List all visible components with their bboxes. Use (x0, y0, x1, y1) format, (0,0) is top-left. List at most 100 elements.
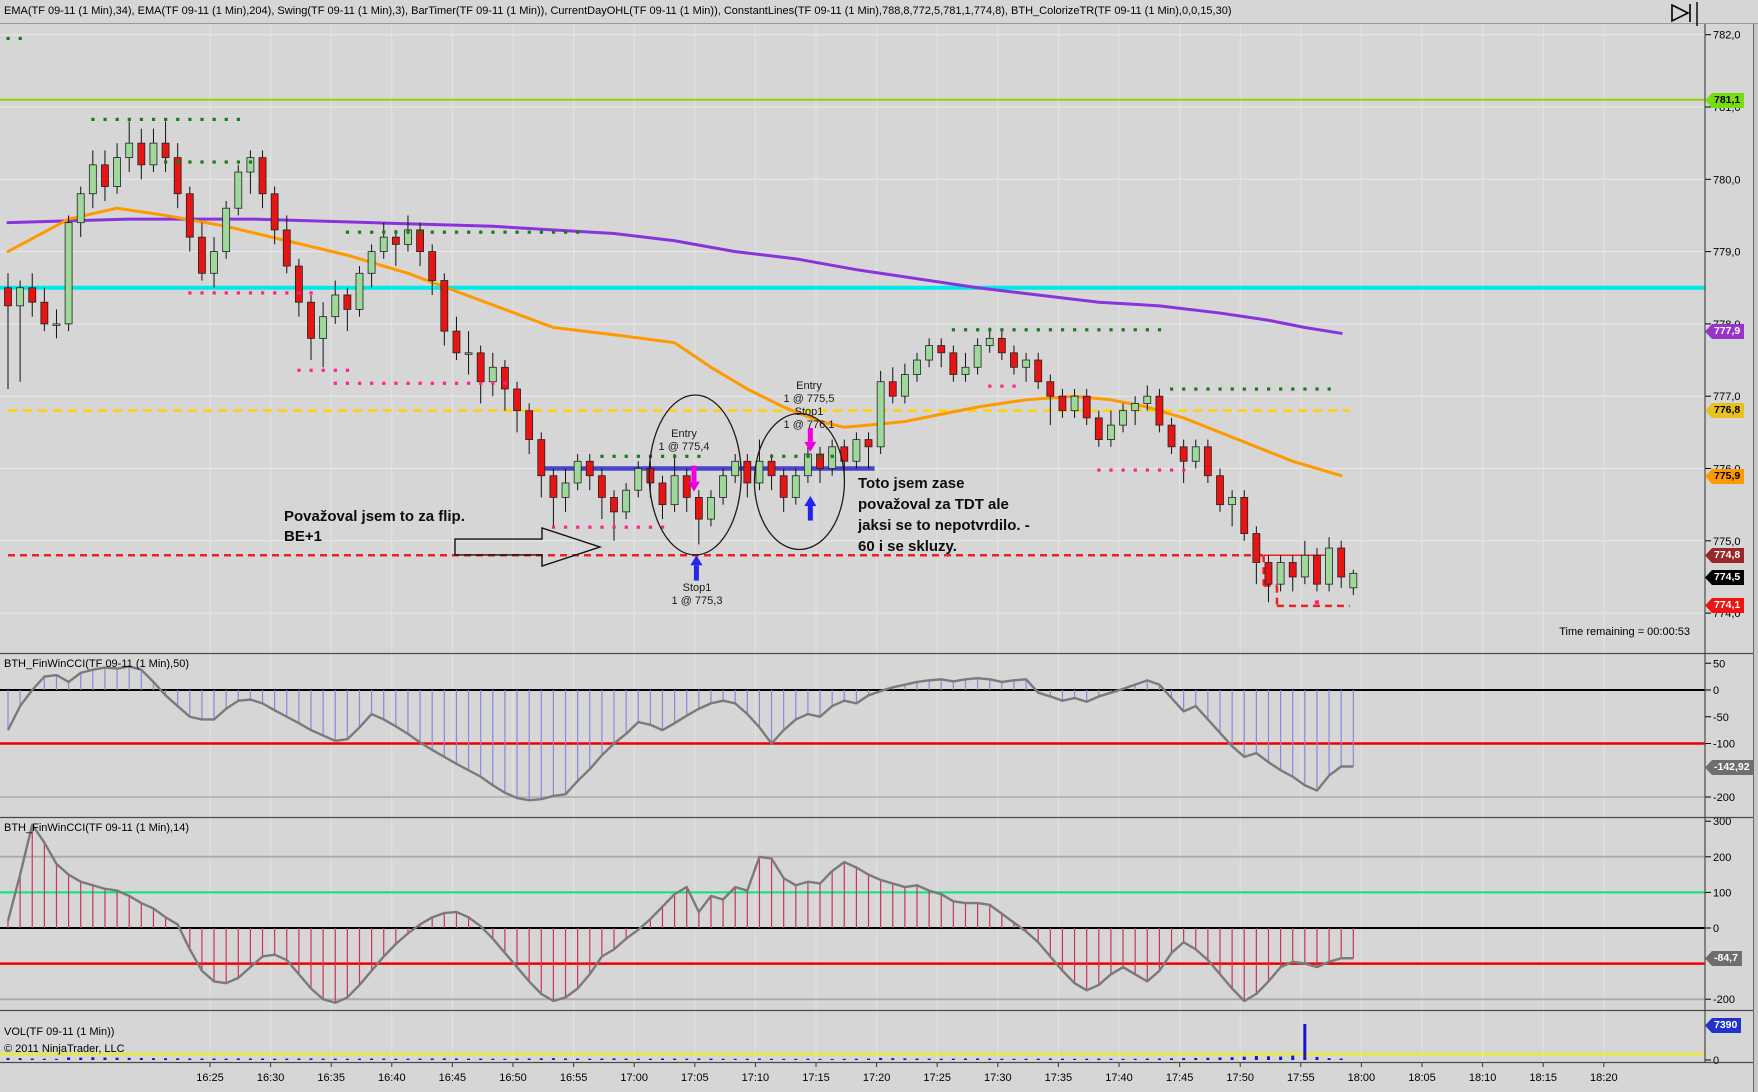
swing-low-dot (333, 381, 337, 385)
volume-bar (733, 1058, 737, 1060)
volume-bar (1060, 1058, 1064, 1060)
volume-bar (454, 1058, 458, 1060)
swing-high-dot (224, 160, 228, 164)
swing-high-dot (139, 117, 144, 121)
volume-bar (1157, 1058, 1161, 1060)
candle-body (210, 251, 218, 274)
volume-bar (418, 1058, 422, 1060)
candle-body (1228, 497, 1237, 506)
entry2-label: Entry 1 @ 775,5 Stop1 1 @ 776,1 (783, 380, 835, 431)
price-tick-label: 779,0 (1713, 247, 1741, 259)
swing-low-dot (1133, 468, 1137, 472)
candle-body (755, 460, 764, 484)
volume-bar (18, 1058, 22, 1060)
candle-body (1022, 359, 1030, 368)
swing-high-dot (430, 230, 434, 234)
cci14-panel-title: BTH_FinWinCCI(TF 09-11 (1 Min),14) (4, 822, 189, 834)
swing-low-dot (261, 291, 265, 295)
swing-high-dot (1133, 328, 1137, 332)
axis-value-badge: 775,9 (1705, 469, 1745, 484)
right-scroll-strip[interactable] (1753, 0, 1758, 1092)
volume-bar (794, 1058, 798, 1060)
swing-low-dot (612, 525, 616, 529)
candle-body (670, 475, 679, 506)
volume-bar (1048, 1058, 1052, 1060)
swing-low-dot (624, 525, 628, 529)
candle-body (149, 142, 158, 166)
cci14-tick-label: 0 (1713, 923, 1719, 935)
volume-bar (442, 1058, 446, 1060)
swing-low-dot (454, 381, 459, 385)
volume-bar (345, 1058, 349, 1060)
candle-body (113, 157, 121, 187)
swing-high-dot (345, 230, 350, 234)
swing-low-dot (988, 384, 992, 388)
candle-body (294, 265, 303, 303)
swing-low-dot (600, 525, 604, 529)
volume-bar (406, 1058, 410, 1060)
volume-bar (394, 1058, 398, 1060)
swing-low-dot (636, 525, 640, 529)
candle-body (537, 439, 546, 477)
swing-high-dot (467, 230, 471, 234)
swing-high-dot (988, 328, 992, 332)
indicator-list: EMA(TF 09-11 (1 Min),34), EMA(TF 09-11 (… (4, 5, 1232, 17)
swing-high-dot (394, 230, 398, 234)
candle-body (694, 497, 703, 520)
volume-bar (479, 1058, 483, 1060)
candle-body (1046, 381, 1055, 397)
swing-high-dot (1024, 328, 1028, 332)
volume-bar (1254, 1056, 1258, 1060)
swing-low-dot (406, 381, 410, 385)
swing-low-dot (1157, 468, 1162, 472)
swing-high-dot (115, 117, 119, 121)
candle-body (1107, 424, 1115, 440)
volume-bar (697, 1058, 701, 1060)
volume-bar (30, 1058, 34, 1060)
swing-low-dot (333, 368, 337, 372)
volume-bar (1242, 1056, 1246, 1060)
candle-body (1082, 395, 1091, 419)
swing-low-dot (370, 381, 374, 385)
swing-low-dot (1097, 468, 1101, 472)
swing-low-dot (1121, 468, 1125, 472)
time-label: 17:35 (1045, 1072, 1073, 1084)
candle-body (525, 410, 534, 440)
candle-body (1252, 533, 1261, 563)
volume-bar (624, 1058, 628, 1060)
candle-body (1240, 497, 1249, 534)
time-label: 16:35 (317, 1072, 345, 1084)
candle-body (355, 272, 364, 310)
swing-high-dot (1242, 387, 1246, 391)
volume-bar (915, 1058, 919, 1060)
volume-bar (1012, 1058, 1016, 1060)
swing-high-dot (454, 230, 459, 234)
swing-high-dot (1315, 387, 1319, 391)
swing-high-dot (600, 454, 604, 458)
swing-high-dot (527, 230, 531, 234)
candle-body (234, 171, 243, 209)
swing-high-dot (188, 160, 192, 164)
candle-body (973, 345, 982, 368)
candle-body (719, 475, 727, 498)
swing-low-dot (418, 381, 422, 385)
drawn-ellipse-2 (753, 412, 846, 551)
volume-bar (1000, 1058, 1004, 1060)
candle-body (622, 489, 631, 513)
candle-body (367, 251, 376, 274)
volume-bar (79, 1057, 83, 1060)
volume-bar (127, 1057, 131, 1060)
candle-body (52, 323, 61, 326)
volume-bar (1230, 1057, 1234, 1060)
time-label: 18:10 (1469, 1072, 1497, 1084)
bar-timer-status: Time remaining = 00:00:53 (1559, 626, 1690, 638)
volume-bar (1170, 1058, 1174, 1060)
swing-low-dot (564, 525, 568, 529)
swing-high-dot (1121, 328, 1125, 332)
candle-body (791, 475, 800, 498)
volume-bar (1266, 1056, 1270, 1060)
step-forward-icon[interactable] (1668, 2, 1702, 26)
swing-high-dot (770, 454, 774, 458)
swing-high-dot (624, 454, 628, 458)
